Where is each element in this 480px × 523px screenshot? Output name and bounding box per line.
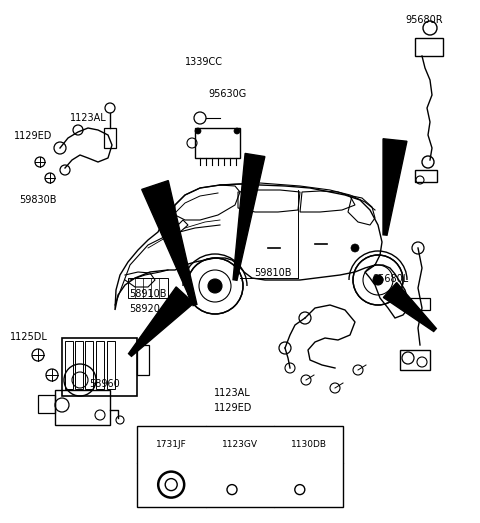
Text: 58920: 58920 [130, 303, 160, 314]
Polygon shape [129, 287, 194, 356]
Circle shape [195, 128, 201, 134]
Bar [137, 426, 343, 507]
Text: 95680L: 95680L [372, 274, 408, 284]
Bar [128, 278, 168, 298]
Bar [137, 345, 149, 375]
Polygon shape [384, 282, 436, 332]
Polygon shape [142, 180, 197, 305]
Circle shape [353, 255, 403, 305]
Bar [55, 390, 110, 425]
Text: 58960: 58960 [89, 379, 120, 390]
Bar [415, 170, 437, 182]
Text: 1339CC: 1339CC [185, 56, 223, 67]
Circle shape [208, 279, 222, 293]
Polygon shape [233, 153, 265, 280]
Bar [410, 298, 430, 310]
Text: 1123GV: 1123GV [222, 439, 258, 449]
Text: 95680R: 95680R [406, 15, 443, 25]
Circle shape [351, 244, 359, 252]
Text: 59830B: 59830B [19, 195, 57, 206]
Text: 1130DB: 1130DB [291, 439, 327, 449]
Text: 1129ED: 1129ED [14, 131, 53, 141]
Bar [62, 338, 137, 396]
Circle shape [234, 128, 240, 134]
Circle shape [373, 275, 383, 285]
Circle shape [187, 258, 243, 314]
Text: 1123AL: 1123AL [214, 388, 251, 399]
Bar [85, 341, 93, 389]
Polygon shape [383, 139, 407, 235]
Text: 1129ED: 1129ED [214, 403, 252, 413]
Polygon shape [174, 220, 188, 234]
Text: 1125DL: 1125DL [10, 332, 48, 343]
Text: 1731JF: 1731JF [156, 439, 187, 449]
Bar [96, 341, 104, 389]
Bar [400, 350, 430, 370]
Bar [195, 128, 240, 158]
Bar [38, 395, 55, 413]
Bar [415, 38, 443, 56]
Text: 58910B: 58910B [130, 289, 167, 299]
Text: 95630G: 95630G [209, 89, 247, 99]
Text: 59810B: 59810B [254, 268, 292, 278]
Bar [75, 341, 83, 389]
Text: 1123AL: 1123AL [70, 112, 107, 123]
Bar [104, 128, 116, 148]
Bar [107, 341, 115, 389]
Bar [65, 341, 73, 389]
